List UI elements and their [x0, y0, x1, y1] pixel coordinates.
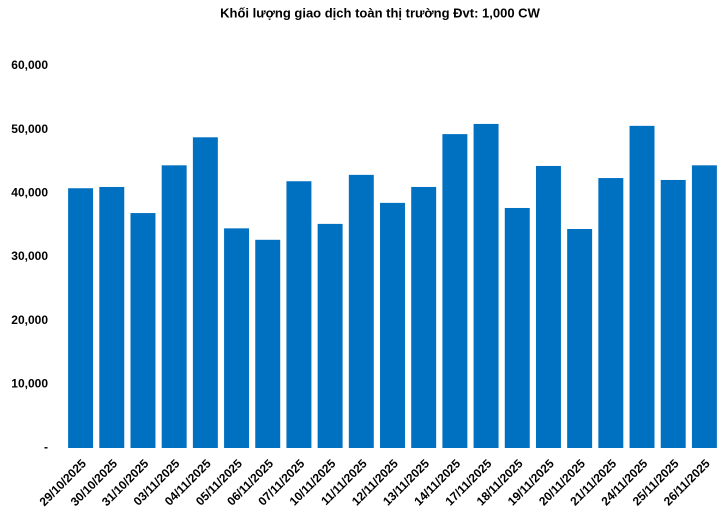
bar — [130, 213, 156, 448]
y-tick-label: 10,000 — [11, 377, 48, 391]
bar — [567, 228, 593, 448]
y-tick-label: 50,000 — [11, 122, 48, 136]
bar — [660, 179, 686, 449]
bar — [691, 165, 717, 448]
bar — [380, 202, 405, 448]
bar — [442, 134, 468, 448]
bar — [192, 137, 218, 448]
bar — [598, 178, 624, 448]
bar — [161, 165, 187, 448]
bar — [348, 174, 374, 448]
bar — [535, 165, 561, 448]
bar — [255, 239, 281, 448]
bar — [99, 186, 125, 448]
bar — [473, 123, 499, 448]
bar — [286, 181, 312, 448]
bar — [224, 228, 250, 448]
bar — [629, 125, 655, 448]
bar — [68, 188, 94, 449]
y-tick-label: - — [44, 440, 48, 454]
y-tick-label: 30,000 — [11, 249, 48, 263]
y-tick-label: 20,000 — [11, 313, 48, 327]
bar — [317, 223, 343, 448]
chart-title: Khối lượng giao dịch toàn thị trường Đvt… — [220, 5, 540, 20]
bar — [504, 207, 530, 448]
y-tick-label: 40,000 — [11, 186, 48, 200]
y-tick-label: 60,000 — [11, 58, 48, 72]
bar — [411, 186, 437, 448]
